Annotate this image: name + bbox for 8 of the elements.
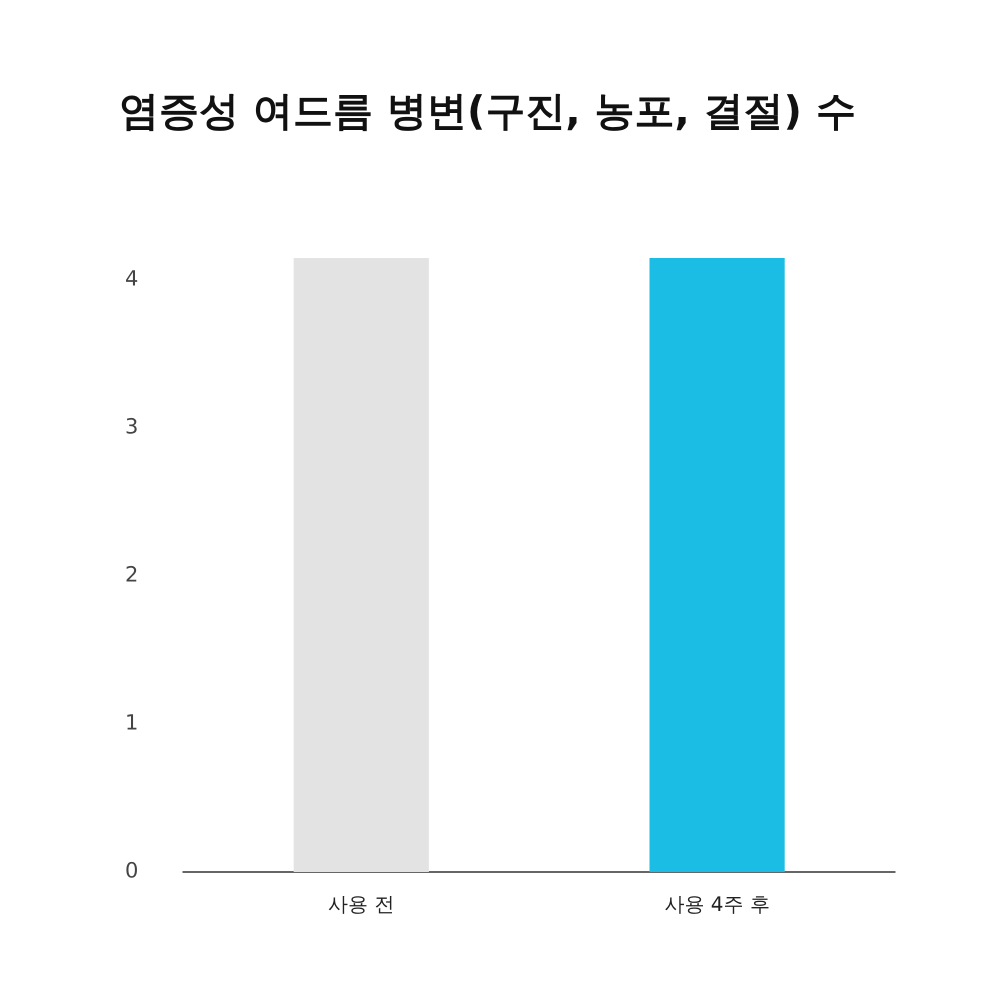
y-tick-label: 4	[124, 266, 138, 291]
x-tick-label: 사용 4주 후	[664, 892, 770, 916]
y-tick-label: 0	[124, 858, 138, 882]
y-tick-label: 1	[124, 710, 138, 734]
y-tick-label: 3	[124, 414, 138, 439]
x-tick-label: 사용 전	[328, 892, 394, 916]
y-tick-label: 2	[124, 562, 138, 587]
chart-title: 염증성 여드름 병변(구진, 농포, 결절) 수	[119, 88, 856, 134]
